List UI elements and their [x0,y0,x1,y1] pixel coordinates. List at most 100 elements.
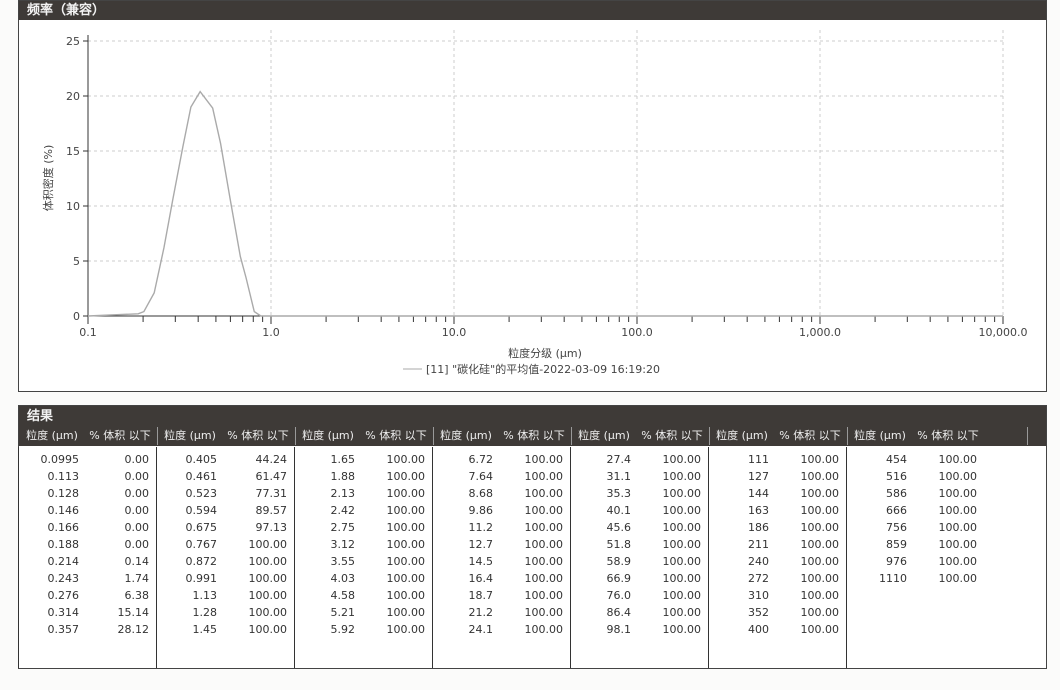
table-row: 0.523 77.31 [157,485,294,502]
table-row: 2.13 100.00 [295,485,432,502]
size-cell: 0.214 [47,555,80,568]
table-row: 14.5 100.00 [433,553,570,570]
volume-cell: 100.00 [662,538,702,551]
size-cell: 14.5 [468,555,494,568]
x-tick-label: 1,000.0 [799,326,841,339]
size-cell: 0.523 [185,487,218,500]
size-cell: 0.357 [47,623,80,636]
table-row: 0.166 0.00 [19,519,156,536]
header-volume-below: % 体积 以下 [779,429,841,442]
size-cell: 400 [748,623,769,636]
table-row: 24.1 100.00 [433,621,570,638]
size-cell: 859 [886,538,907,551]
volume-cell: 100.00 [662,521,702,534]
volume-cell: 100.00 [938,572,978,585]
size-cell: 66.9 [606,572,632,585]
table-row: 1.13 100.00 [157,587,294,604]
size-cell: 272 [748,572,769,585]
volume-cell: 100.00 [248,555,288,568]
volume-cell: 100.00 [800,470,840,483]
volume-cell: 89.57 [255,504,288,517]
size-cell: 31.1 [606,470,632,483]
volume-cell: 28.12 [117,623,150,636]
header-size: 粒度 (μm) [716,429,768,442]
column-header-group: 粒度 (μm) % 体积 以下 [847,427,1028,445]
volume-cell: 100.00 [800,606,840,619]
size-cell: 0.461 [185,470,218,483]
table-row: 3.12 100.00 [295,536,432,553]
frequency-chart: 0 5 10 15 20 25 0.1 1.0 10.0 100.0 1,000.0 10,000.0… [41,30,1027,376]
table-row: 859 100.00 [847,536,1035,553]
table-row: 0.405 44.24 [157,451,294,468]
size-cell: 45.6 [606,521,632,534]
table-row: 144 100.00 [709,485,846,502]
volume-cell: 100.00 [524,572,564,585]
column-header-group: 粒度 (μm) % 体积 以下 [709,427,848,445]
header-volume-below: % 体积 以下 [917,429,979,442]
size-cell: 24.1 [468,623,494,636]
size-cell: 144 [748,487,769,500]
column-header-group: 粒度 (μm) % 体积 以下 [295,427,434,445]
volume-cell: 61.47 [255,470,288,483]
table-row: 0.146 0.00 [19,502,156,519]
volume-cell: 97.13 [255,521,288,534]
table-row: 2.75 100.00 [295,519,432,536]
table-row: 8.68 100.00 [433,485,570,502]
volume-cell: 100.00 [386,572,426,585]
volume-cell: 100.00 [524,623,564,636]
table-row: 1.45 100.00 [157,621,294,638]
header-size: 粒度 (μm) [26,429,78,442]
size-cell: 21.2 [468,606,494,619]
size-cell: 2.75 [330,521,356,534]
table-row: 0.594 89.57 [157,502,294,519]
table-row: 4.03 100.00 [295,570,432,587]
x-tick-label: 100.0 [621,326,653,339]
volume-cell: 100.00 [662,623,702,636]
volume-cell: 100.00 [524,453,564,466]
size-cell: 5.92 [330,623,356,636]
size-cell: 0.767 [185,538,218,551]
table-row: 272 100.00 [709,570,846,587]
table-row: 45.6 100.00 [571,519,708,536]
table-row: 127 100.00 [709,468,846,485]
table-row: 0.214 0.14 [19,553,156,570]
size-cell: 0.594 [185,504,218,517]
volume-cell: 100.00 [800,555,840,568]
size-cell: 76.0 [606,589,632,602]
size-cell: 240 [748,555,769,568]
volume-cell: 100.00 [248,589,288,602]
volume-cell: 100.00 [938,555,978,568]
volume-cell: 100.00 [386,504,426,517]
size-cell: 0.146 [47,504,80,517]
table-row: 0.188 0.00 [19,536,156,553]
header-size: 粒度 (μm) [578,429,630,442]
table-row: 16.4 100.00 [433,570,570,587]
volume-cell: 0.00 [124,538,150,551]
legend-entry: [11] "碳化硅"的平均值-2022-03-09 16:19:20 [426,362,660,376]
size-cell: 4.03 [330,572,356,585]
x-axis-label: 粒度分级 (μm) [508,346,582,360]
size-cell: 0.405 [185,453,218,466]
result-column-group: 111 100.00 127 100.00 144 100.00 163 100.00 186 1… [708,447,847,668]
table-row: 0.461 61.47 [157,468,294,485]
x-tick-label: 0.1 [79,326,97,339]
result-column-group: 27.4 100.00 31.1 100.00 35.3 100.00 40.1 100.00… [570,447,709,668]
header-volume-below: % 体积 以下 [89,429,151,442]
column-header-group: 粒度 (μm) % 体积 以下 [433,427,572,445]
size-cell: 0.314 [47,606,80,619]
volume-cell: 100.00 [662,470,702,483]
table-row: 0.357 28.12 [19,621,156,638]
table-row: 11.2 100.00 [433,519,570,536]
volume-cell: 100.00 [938,453,978,466]
size-cell: 0.872 [185,555,218,568]
size-cell: 666 [886,504,907,517]
volume-cell: 100.00 [386,453,426,466]
table-row: 976 100.00 [847,553,1035,570]
header-volume-below: % 体积 以下 [227,429,289,442]
y-tick-label: 15 [66,145,80,158]
size-cell: 86.4 [606,606,632,619]
volume-cell: 100.00 [524,487,564,500]
result-column-group: 0.405 44.24 0.461 61.47 0.523 77.31 0.594 89.57… [156,447,295,668]
size-cell: 127 [748,470,769,483]
volume-cell: 77.31 [255,487,288,500]
